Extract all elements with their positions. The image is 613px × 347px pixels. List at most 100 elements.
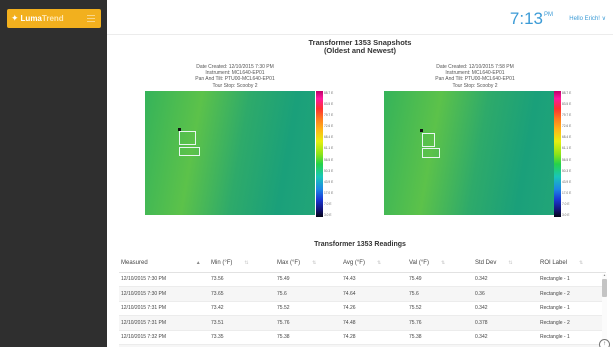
snapshot-2-pan-tilt: Pan And Tilt: PTU00-MCL640-EP01 bbox=[435, 76, 515, 83]
cell-roi-label: Rectangle - 1 bbox=[538, 301, 606, 316]
readings-body: 12/10/2015 7:30 PM 73.56 75.49 74.43 75.49 0.… bbox=[119, 272, 606, 347]
scale-tick-label: 43.9 E bbox=[324, 179, 334, 184]
cell-val: 75.6 bbox=[407, 286, 473, 302]
sidebar: ✦ Luma Trend bbox=[0, 0, 107, 347]
scale-tick-label: 79.7 E bbox=[562, 113, 572, 118]
column-label: ROI Label bbox=[540, 259, 568, 266]
brand-name-part-b: Trend bbox=[41, 14, 64, 23]
column-header-min[interactable]: Min (°F) ⇅ bbox=[209, 254, 275, 273]
scrollbar-thumb[interactable] bbox=[602, 279, 607, 297]
cell-avg: 74.48 bbox=[341, 315, 407, 331]
scale-tick-label: 3.0 E bbox=[324, 213, 332, 217]
cell-min: 73.65 bbox=[209, 286, 275, 302]
menu-toggle-icon[interactable] bbox=[87, 15, 95, 22]
roi-rectangle-1[interactable] bbox=[422, 133, 435, 147]
column-header-measured[interactable]: Measured ▲ bbox=[119, 254, 209, 273]
cell-val: 75.52 bbox=[407, 301, 473, 316]
scale-tick-label: 43.9 E bbox=[562, 179, 572, 184]
snapshot-1-tour-stop: Tour Stop: Scooby 2 bbox=[212, 82, 258, 89]
column-header-max[interactable]: Max (°F) ⇅ bbox=[275, 254, 341, 273]
roi-rectangle-2[interactable] bbox=[179, 147, 200, 156]
scale-tick-label: 7.0 E bbox=[324, 201, 332, 206]
back-to-top-icon[interactable]: ↑ bbox=[599, 339, 610, 347]
table-row[interactable]: 12/10/2015 7:32 PM73.5175.7174.4175.710.… bbox=[119, 344, 606, 347]
cell-roi-label: Rectangle - 2 bbox=[538, 315, 606, 331]
scale-tick-label: 3.0 E bbox=[562, 213, 570, 217]
column-header-val[interactable]: Val (°F) ⇅ bbox=[407, 254, 473, 273]
column-label: Avg (°F) bbox=[343, 259, 365, 266]
cell-roi-label: Rectangle - 1 bbox=[538, 330, 606, 345]
snapshot-1-thermal-image[interactable] bbox=[145, 91, 315, 215]
table-row[interactable]: 12/10/2015 7:31 PM 73.42 75.52 74.26 75.52 0.… bbox=[119, 301, 606, 316]
cell-measured: 12/10/2015 7:32 PM bbox=[119, 344, 209, 347]
cell-val: 75.38 bbox=[407, 330, 473, 345]
cell-roi-label: Rectangle - 2 bbox=[538, 344, 606, 347]
brand-diamond-icon: ✦ bbox=[11, 13, 19, 23]
snapshot-2-thermal-image[interactable] bbox=[384, 91, 554, 215]
readings-table-container: Measured ▲ Min (°F) ⇅ Max (°F) ⇅ Avg (°F) ⇅ … bbox=[119, 254, 606, 347]
cell-std-dev: 0.342 bbox=[473, 330, 538, 345]
cell-std-dev: 0.36 bbox=[473, 286, 538, 302]
snapshot-2-scale-labels: 88.7 E 83.5 E 79.7 E 72.6 E 68.4 E 61.1 E 56.5… bbox=[562, 91, 580, 217]
snapshot-1-date: Date Created: 12/10/2015 7:30 PM bbox=[196, 64, 274, 70]
scale-tick-label: 72.6 E bbox=[562, 124, 572, 129]
cell-std-dev: 0.378 bbox=[473, 344, 538, 347]
column-label: Min (°F) bbox=[211, 259, 233, 266]
cell-max: 75.38 bbox=[275, 330, 341, 345]
scale-tick-label: 68.4 E bbox=[562, 135, 572, 140]
scroll-up-icon[interactable]: ▲ bbox=[603, 273, 606, 277]
sort-icon: ⇅ bbox=[376, 259, 382, 266]
user-greeting-menu[interactable]: Hello Erich! ∨ bbox=[569, 16, 606, 22]
cell-val: 75.71 bbox=[407, 344, 473, 347]
scale-tick-label: 88.7 E bbox=[562, 91, 572, 95]
roi-rectangle-2[interactable] bbox=[422, 148, 440, 158]
sort-icon: ⇅ bbox=[244, 259, 249, 266]
column-header-std-dev[interactable]: Std Dev ⇅ bbox=[473, 254, 538, 273]
readings-header-row: Measured ▲ Min (°F) ⇅ Max (°F) ⇅ Avg (°F) ⇅ … bbox=[119, 254, 606, 273]
column-label: Measured bbox=[121, 259, 148, 266]
sort-icon: ⇅ bbox=[312, 259, 317, 266]
brand-name-part-a: Luma bbox=[20, 14, 42, 23]
clock-ampm: PM bbox=[544, 12, 553, 18]
snapshots-title-line1: Transformer 1353 Snapshots bbox=[308, 38, 412, 47]
top-header: 7:13PM Hello Erich! ∨ bbox=[107, 0, 613, 35]
column-header-roi-label[interactable]: ROI Label ⇅ bbox=[538, 254, 606, 273]
scale-tick-label: 72.6 E bbox=[324, 124, 334, 129]
cell-val: 75.76 bbox=[407, 315, 473, 331]
cell-min: 73.51 bbox=[209, 315, 275, 331]
scrollbar-track[interactable] bbox=[602, 274, 607, 347]
cell-roi-label: Rectangle - 2 bbox=[538, 286, 606, 302]
cell-measured: 12/10/2015 7:32 PM bbox=[119, 330, 209, 345]
clock: 7:13PM bbox=[510, 9, 553, 29]
scale-tick-label: 17.0 E bbox=[324, 190, 334, 195]
table-scrollbar[interactable]: ▲ bbox=[602, 273, 607, 347]
table-row[interactable]: 12/10/2015 7:30 PM 73.65 75.6 74.64 75.6 0.36… bbox=[119, 286, 606, 302]
table-row[interactable]: 12/10/2015 7:32 PM 73.35 75.38 74.28 75.38 0.… bbox=[119, 330, 606, 345]
cell-min: 73.51 bbox=[209, 344, 275, 347]
table-row[interactable]: 12/10/2015 7:31 PM 73.51 75.76 74.48 75.76 0.… bbox=[119, 315, 606, 331]
clock-time: 7:13 bbox=[509, 9, 543, 28]
cell-max: 75.71 bbox=[275, 344, 341, 347]
scale-tick-label: 50.3 E bbox=[324, 168, 334, 173]
snapshot-1-color-scale bbox=[316, 91, 323, 217]
scale-tick-label: 50.3 E bbox=[562, 168, 572, 173]
table-row[interactable]: 12/10/2015 7:30 PM 73.56 75.49 74.43 75.49 0.… bbox=[119, 272, 606, 287]
column-label: Std Dev bbox=[475, 259, 497, 266]
column-label: Val (°F) bbox=[409, 259, 429, 266]
sort-asc-icon: ▲ bbox=[195, 259, 201, 266]
scale-tick-label: 83.5 E bbox=[562, 102, 572, 107]
roi-marker-icon bbox=[420, 129, 423, 132]
snapshot-2-meta: Date Created: 12/10/2015 7:58 PM Instrum… bbox=[405, 64, 545, 89]
sort-icon: ⇅ bbox=[579, 259, 584, 266]
readings-table: Measured ▲ Min (°F) ⇅ Max (°F) ⇅ Avg (°F) ⇅ … bbox=[119, 254, 606, 347]
cell-val: 75.49 bbox=[407, 272, 473, 287]
scale-tick-label: 7.0 E bbox=[562, 201, 570, 206]
roi-rectangle-1[interactable] bbox=[179, 131, 196, 145]
cell-roi-label: Rectangle - 1 bbox=[538, 272, 606, 287]
scale-tick-label: 61.1 E bbox=[324, 146, 334, 151]
scale-tick-label: 56.5 E bbox=[562, 157, 572, 162]
snapshot-1-instrument: Instrument: MCL640-EP01 bbox=[205, 70, 265, 77]
cell-avg: 74.26 bbox=[341, 301, 407, 316]
column-header-avg[interactable]: Avg (°F) ⇅ bbox=[341, 254, 407, 273]
brand-logo[interactable]: ✦ Luma Trend bbox=[7, 9, 101, 28]
